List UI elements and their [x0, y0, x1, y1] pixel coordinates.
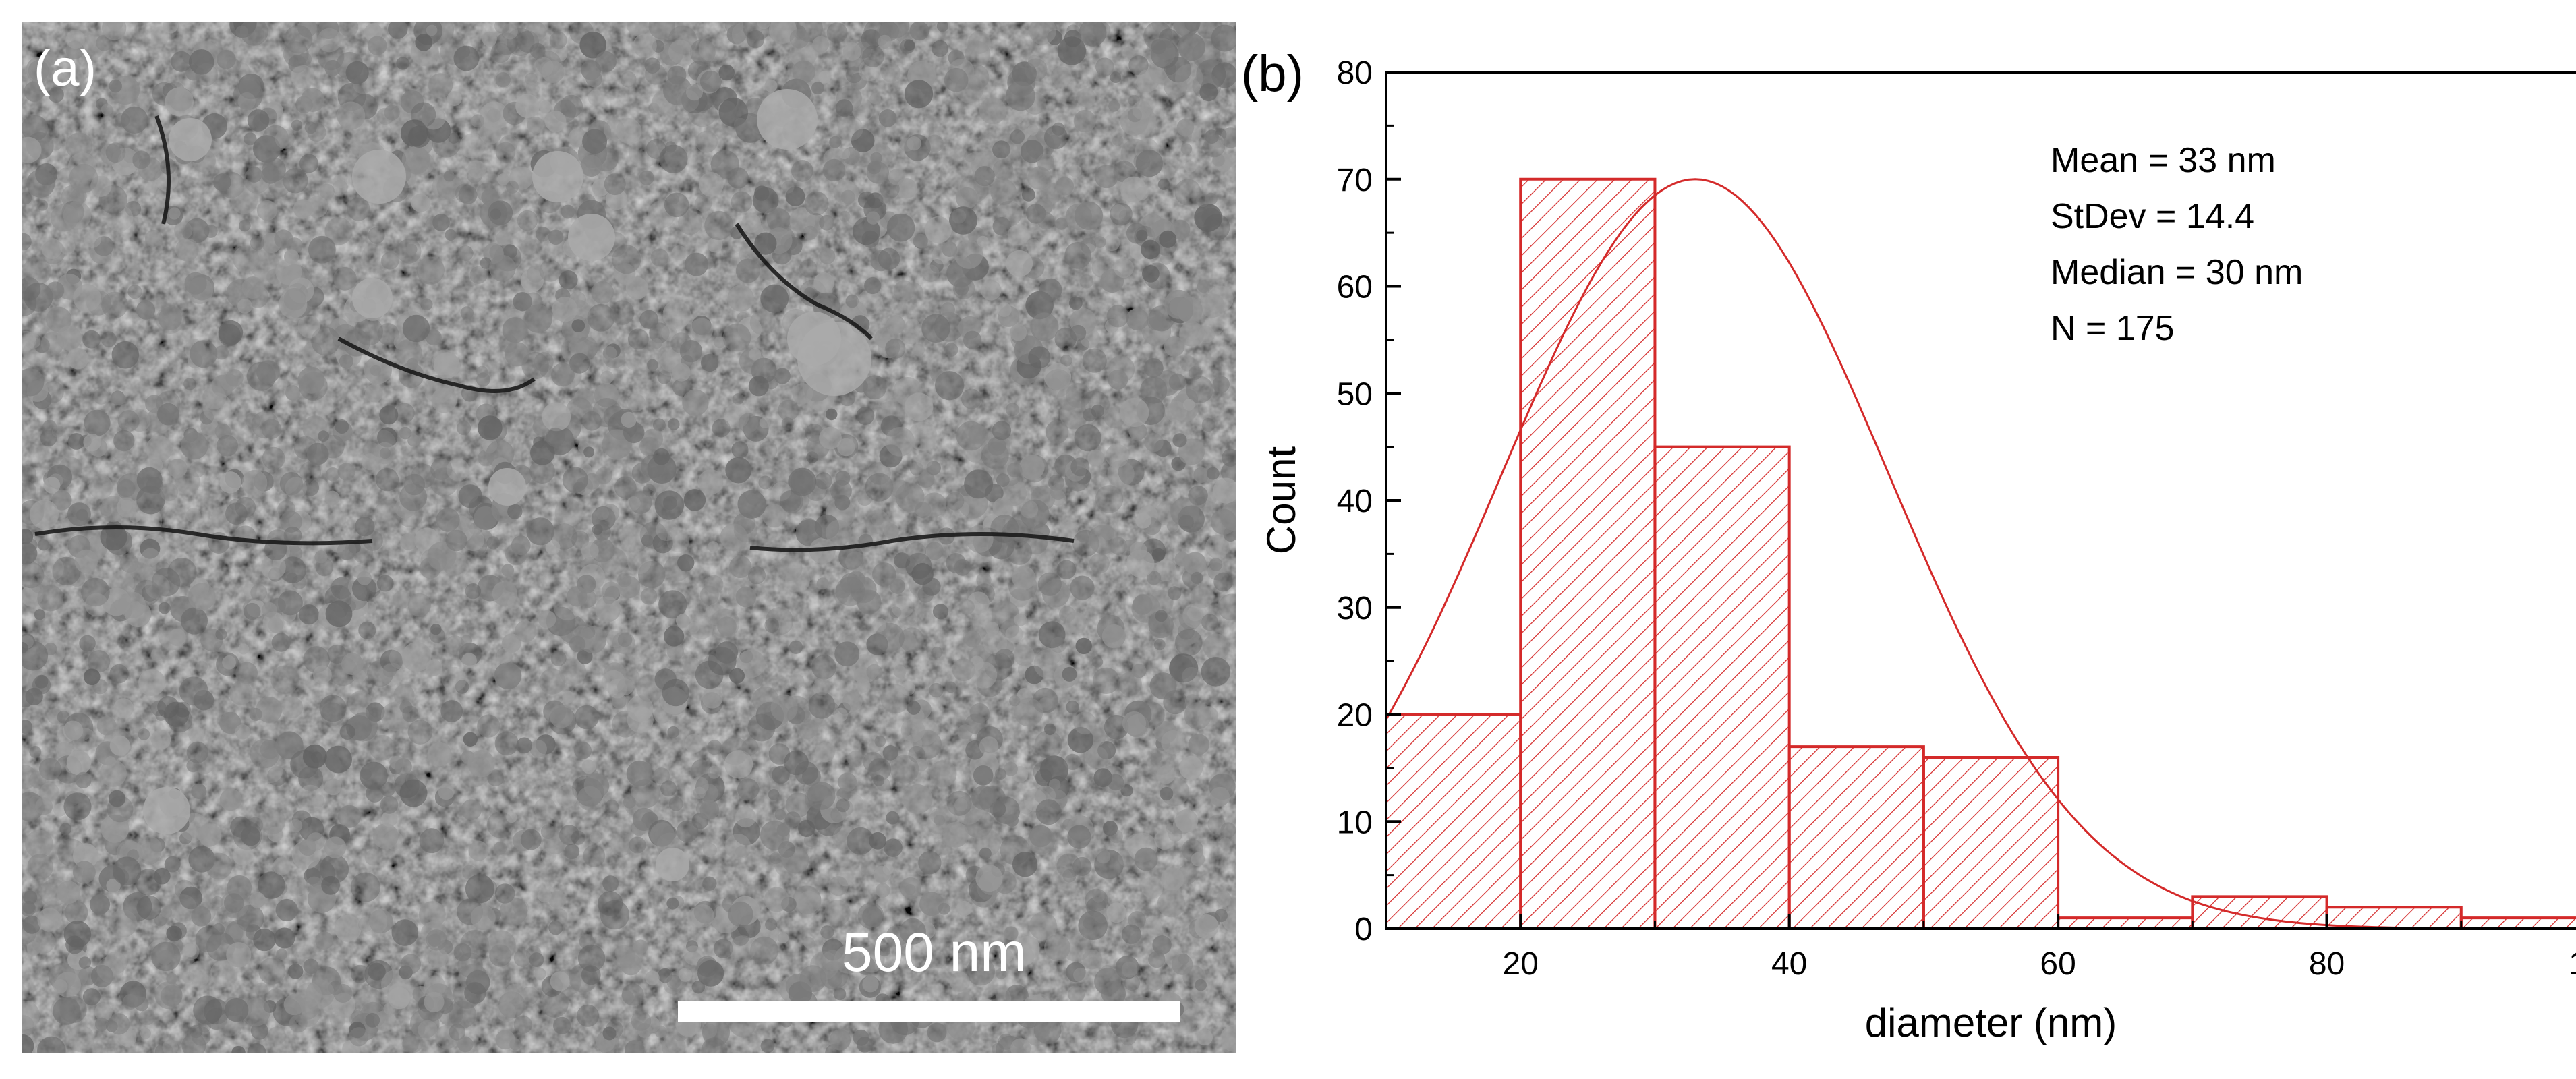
- histogram-bar-40-50: [1787, 745, 1925, 930]
- histogram-chart: 20 40 60 80 100 0 10 20 30 40 50 60 70 80 diameter (nm…: [1234, 27, 2576, 1079]
- x-tick-label-20: 20: [1503, 946, 1539, 982]
- histogram-bar-50-60: [1922, 756, 2060, 930]
- sem-micrograph: [22, 22, 1236, 1053]
- stats-annotation-2: Median = 30 nm: [2051, 253, 2303, 292]
- panel-a-label: (a): [34, 40, 96, 97]
- x-tick-label-40: 40: [1771, 946, 1807, 982]
- stats-annotation-0: Mean = 33 nm: [2051, 141, 2276, 180]
- stats-annotation-1: StDev = 14.4: [2051, 197, 2254, 236]
- y-tick-label-0: 0: [1354, 912, 1373, 947]
- y-tick-label-50: 50: [1337, 376, 1373, 412]
- panel-b-label: (b): [1241, 45, 1304, 103]
- y-tick-label-10: 10: [1337, 805, 1373, 840]
- y-tick-label-30: 30: [1337, 591, 1373, 626]
- histogram-bar-60-70: [2057, 916, 2194, 930]
- y-tick-label-60: 60: [1337, 270, 1373, 305]
- y-tick-label-80: 80: [1337, 55, 1373, 91]
- histogram-bar-20-30: [1519, 177, 1657, 930]
- y-axis-label: Count: [1259, 446, 1304, 554]
- scale-bar-label: 500 nm: [842, 922, 1027, 983]
- x-axis-label: diameter (nm): [1865, 1000, 2117, 1045]
- y-tick-label-40: 40: [1337, 484, 1373, 519]
- x-tick-label-80: 80: [2309, 946, 2345, 982]
- histogram-bar-10-20: [1385, 713, 1522, 930]
- stats-annotation-3: N = 175: [2051, 309, 2175, 348]
- y-tick-label-20: 20: [1337, 698, 1373, 734]
- scale-bar: [678, 1001, 1180, 1022]
- x-tick-label-60: 60: [2040, 946, 2076, 982]
- y-tick-label-70: 70: [1337, 163, 1373, 198]
- histogram-bar-90-100: [2459, 916, 2576, 930]
- x-tick-label-100: 100: [2569, 946, 2576, 982]
- histogram-bar-30-40: [1653, 445, 1791, 930]
